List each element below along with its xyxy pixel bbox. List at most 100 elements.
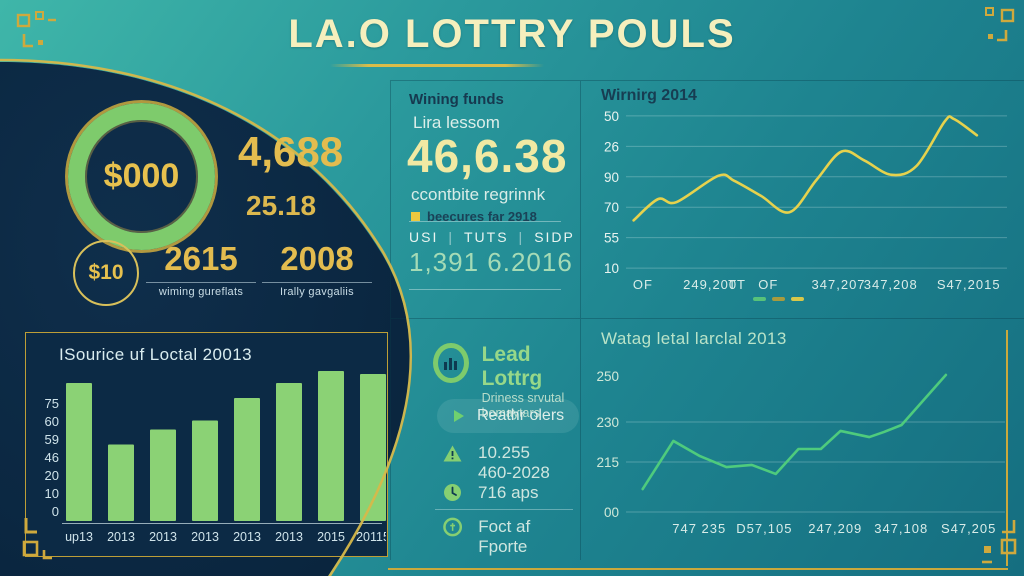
total-chart-panel: Watag letal larclal 2013 250 230 215 00 747 … — [580, 318, 1024, 560]
svg-text:2013: 2013 — [149, 530, 177, 544]
stat-yearly: 2008 Irally gavgaliis — [258, 240, 376, 298]
svg-text:347,207: 347,207 — [812, 277, 866, 292]
funds-caption: ccontbite regrinnk — [411, 185, 546, 204]
coin-amount-badge: $10 — [73, 240, 139, 306]
stat-divider — [262, 282, 372, 283]
svg-text:59: 59 — [45, 432, 59, 447]
tab-tuts[interactable]: TUTS — [463, 229, 509, 245]
svg-text:46: 46 — [45, 450, 59, 465]
funds-amount: 46,6.38 — [407, 130, 568, 182]
tab-separator: | — [448, 229, 454, 245]
donut-value: $000 — [103, 157, 180, 195]
total-chart-title: Watag letal larclal 2013 — [601, 329, 787, 348]
tab-usi[interactable]: USI — [409, 229, 439, 245]
list-item-clock[interactable]: 716 aps — [443, 483, 539, 503]
divider — [409, 221, 561, 222]
winning-chart-panel: Wirnirg 2014 50 26 90 70 55 10 OF 249,200 TT OF 34… — [580, 80, 1024, 318]
feature-pill[interactable]: Reathr olers — [437, 399, 579, 433]
svg-text:OF: OF — [758, 277, 778, 292]
lead-text-block: Lead Lottrg Driness srvutal bomaytars — [482, 343, 580, 421]
warning-text-block: 10.255 460-2028 — [478, 443, 550, 483]
gold-frame-right — [1006, 330, 1008, 566]
svg-text:2013: 2013 — [107, 530, 135, 544]
divider — [435, 509, 573, 510]
svg-text:50: 50 — [604, 109, 619, 124]
svg-text:90: 90 — [604, 170, 619, 185]
warning-triangle-icon — [443, 445, 462, 462]
tab-sidp[interactable]: SIDP — [534, 229, 575, 245]
funds-note-row: beecures far 2918 — [411, 209, 537, 224]
funds-figure: 1,391 6.2016 — [409, 247, 573, 277]
svg-text:70: 70 — [604, 200, 619, 215]
svg-text:0: 0 — [52, 504, 59, 519]
stats-circle-icon — [433, 343, 469, 383]
svg-text:2013: 2013 — [233, 530, 261, 544]
page-title: LA.O LOTTRY POULS — [288, 12, 736, 56]
svg-text:10: 10 — [604, 261, 619, 276]
svg-text:S47,205: S47,205 — [941, 521, 996, 536]
lead-subtitle: bomaytars — [481, 406, 540, 420]
stat-divider — [146, 282, 256, 283]
title-underline — [330, 64, 544, 67]
legend-dash-icon — [772, 297, 785, 301]
svg-text:20: 20 — [45, 468, 59, 483]
divider — [409, 289, 561, 290]
bar-chart-panel: ISourice uf Loctal 20013 75 60 59 46 20 10 0 up… — [25, 332, 388, 557]
lead-title: Lead Lottrg — [481, 343, 543, 390]
funds-tabs: USI | TUTS | SIDP — [409, 229, 575, 245]
clock-icon — [444, 484, 461, 501]
svg-text:55: 55 — [604, 231, 619, 246]
svg-text:up13: up13 — [65, 530, 93, 544]
sub-value: 25.18 — [246, 190, 317, 221]
stat-winning: 2615 wiming gureflats — [142, 240, 260, 298]
svg-text:347,208: 347,208 — [864, 277, 918, 292]
svg-text:2015: 2015 — [317, 530, 345, 544]
stat-value: 2615 — [164, 240, 238, 277]
svg-text:00: 00 — [604, 505, 619, 520]
svg-text:D57,105: D57,105 — [736, 521, 792, 536]
coin-label: Foct af Fporte — [478, 517, 531, 556]
svg-text:S47,2015: S47,2015 — [937, 277, 1001, 292]
svg-text:26: 26 — [604, 139, 619, 154]
stat-label: Irally gavgaliis — [280, 286, 354, 298]
coin-amount-value: $10 — [88, 261, 124, 284]
svg-text:2013: 2013 — [275, 530, 303, 544]
chart-legend — [753, 297, 804, 301]
clock-value: 716 aps — [478, 483, 539, 502]
svg-text:TT: TT — [728, 277, 746, 292]
list-item-warning[interactable]: 10.255 460-2028 — [443, 443, 550, 483]
bar-chart-title: ISourice uf Loctal 20013 — [59, 345, 252, 364]
big-value: 4,688 — [238, 128, 344, 175]
tab-separator: | — [518, 229, 525, 245]
svg-text:75: 75 — [45, 396, 59, 411]
pill-label: Reathr olers — [477, 407, 565, 424]
list-item-coin[interactable]: Foct af Fporte — [443, 517, 580, 557]
winning-chart-title: Wirnirg 2014 — [601, 87, 697, 104]
stat-label: wiming gureflats — [158, 286, 244, 298]
svg-text:OF: OF — [633, 277, 653, 292]
bullet-square-icon — [411, 212, 420, 221]
bar-chart: 75 60 59 46 20 10 0 up13 2013 2013 2013 2013 2013 201… — [45, 371, 386, 544]
svg-text:60: 60 — [45, 414, 59, 429]
funds-panel: Wining funds Lira lessom 46,6.38 ccontbi… — [390, 80, 580, 318]
coin-icon — [443, 517, 463, 537]
svg-text:347,108: 347,108 — [874, 521, 928, 536]
play-icon — [454, 410, 464, 422]
legend-dash-icon — [753, 297, 766, 301]
line-chart-total: 250 230 215 00 747 235 D57,105 247,209 347,108 S… — [596, 369, 1005, 536]
svg-text:747 235: 747 235 — [672, 521, 726, 536]
lead-subtitle: Driness srvutal — [481, 391, 565, 405]
funds-subheading: Lira lessom — [413, 113, 500, 132]
svg-text:247,209: 247,209 — [808, 521, 862, 536]
donut-ring: $000 — [68, 103, 215, 250]
svg-text:20115: 20115 — [356, 530, 386, 544]
info-panel: Lead Lottrg Driness srvutal bomaytars Re… — [390, 318, 580, 560]
svg-text:215: 215 — [596, 455, 619, 470]
funds-note: beecures far 2918 — [427, 209, 537, 224]
warning-value: 10.255 — [478, 443, 530, 462]
svg-text:2013: 2013 — [191, 530, 219, 544]
svg-text:249,200: 249,200 — [683, 277, 737, 292]
funds-heading: Wining funds — [409, 91, 504, 108]
mini-bars-icon — [443, 358, 457, 370]
